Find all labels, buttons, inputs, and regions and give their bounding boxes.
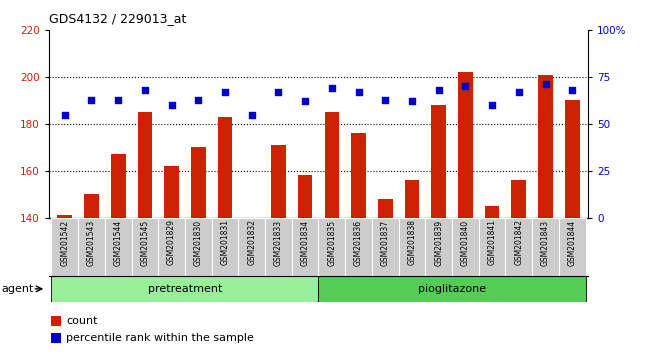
Bar [185, 218, 212, 276]
Bar [318, 218, 345, 276]
Text: GSM201830: GSM201830 [194, 219, 203, 266]
Text: GSM201837: GSM201837 [381, 219, 390, 266]
Text: GSM201838: GSM201838 [408, 219, 417, 266]
Bar [158, 218, 185, 276]
Point [407, 98, 417, 104]
Text: GSM201840: GSM201840 [461, 219, 470, 266]
Point [514, 89, 524, 95]
Bar [111, 154, 125, 218]
Point [86, 97, 97, 102]
Text: GSM201834: GSM201834 [301, 219, 309, 266]
Bar [51, 316, 61, 326]
Bar [345, 218, 372, 276]
Bar [57, 215, 72, 218]
Text: agent: agent [1, 284, 34, 294]
Bar [131, 218, 158, 276]
Point [487, 102, 497, 108]
Bar [425, 218, 452, 276]
Bar [432, 105, 446, 218]
Bar [212, 218, 239, 276]
Text: GSM201839: GSM201839 [434, 219, 443, 266]
Bar [512, 180, 526, 218]
Point [140, 87, 150, 93]
Bar [452, 218, 479, 276]
Bar [565, 101, 580, 218]
Text: count: count [66, 316, 98, 326]
Text: pretreatment: pretreatment [148, 284, 222, 294]
Text: GSM201835: GSM201835 [328, 219, 336, 266]
Bar [105, 218, 131, 276]
Bar [405, 180, 419, 218]
Point [246, 112, 257, 118]
Point [460, 84, 471, 89]
Text: percentile rank within the sample: percentile rank within the sample [66, 333, 254, 343]
Text: GSM201833: GSM201833 [274, 219, 283, 266]
Bar [78, 218, 105, 276]
Bar [51, 276, 318, 302]
Bar [378, 199, 393, 218]
Bar [351, 133, 366, 218]
Bar [485, 206, 499, 218]
Bar [538, 75, 553, 218]
Bar [458, 72, 473, 218]
Bar [532, 218, 559, 276]
Bar [398, 218, 425, 276]
Point [540, 82, 551, 87]
Bar [84, 194, 99, 218]
Point [327, 85, 337, 91]
Bar [318, 276, 586, 302]
Point [273, 89, 283, 95]
Bar [51, 218, 78, 276]
Point [193, 97, 203, 102]
Text: GSM201841: GSM201841 [488, 219, 497, 266]
Point [567, 87, 577, 93]
Bar [271, 145, 286, 218]
Bar [372, 218, 398, 276]
Point [166, 102, 177, 108]
Point [434, 87, 444, 93]
Text: GSM201829: GSM201829 [167, 219, 176, 266]
Bar [559, 218, 586, 276]
Text: GDS4132 / 229013_at: GDS4132 / 229013_at [49, 12, 186, 25]
Bar [506, 218, 532, 276]
Bar [298, 176, 313, 218]
Point [380, 97, 391, 102]
Point [60, 112, 70, 118]
Bar [292, 218, 318, 276]
Bar [479, 218, 506, 276]
Point [113, 97, 124, 102]
Text: GSM201844: GSM201844 [567, 219, 577, 266]
Text: GSM201543: GSM201543 [87, 219, 96, 266]
Text: GSM201542: GSM201542 [60, 219, 70, 266]
Text: GSM201843: GSM201843 [541, 219, 550, 266]
Bar [138, 112, 152, 218]
Text: GSM201831: GSM201831 [220, 219, 229, 266]
Bar [218, 117, 232, 218]
Text: GSM201832: GSM201832 [247, 219, 256, 266]
Bar [51, 333, 61, 343]
Bar [164, 166, 179, 218]
Text: GSM201842: GSM201842 [514, 219, 523, 266]
Text: GSM201545: GSM201545 [140, 219, 150, 266]
Text: pioglitazone: pioglitazone [418, 284, 486, 294]
Point [300, 98, 310, 104]
Bar [191, 147, 205, 218]
Bar [239, 218, 265, 276]
Bar [265, 218, 292, 276]
Text: GSM201544: GSM201544 [114, 219, 123, 266]
Point [354, 89, 364, 95]
Text: GSM201836: GSM201836 [354, 219, 363, 266]
Point [220, 89, 230, 95]
Bar [324, 112, 339, 218]
